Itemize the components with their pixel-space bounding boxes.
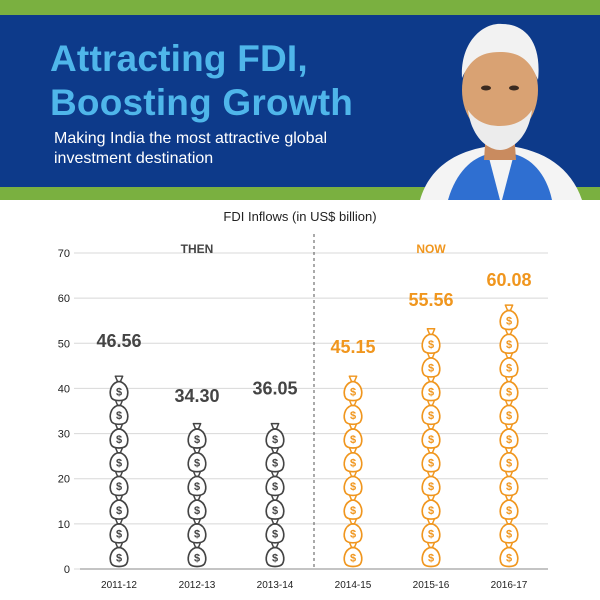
money-bag-icon <box>421 327 441 355</box>
money-bag-icon <box>421 541 441 568</box>
money-bag-icon <box>421 375 441 402</box>
money-bag-icon <box>265 517 285 544</box>
money-bag-icon <box>109 541 129 568</box>
x-tick-label: 2013-14 <box>257 580 294 591</box>
bar-2014-15 <box>343 363 363 568</box>
money-bag-icon <box>499 493 519 520</box>
money-bag-icon <box>187 541 207 568</box>
money-bag-icon <box>265 446 285 473</box>
money-bag-icon <box>265 493 285 520</box>
x-tick-label: 2016-17 <box>491 580 528 591</box>
money-bag-icon <box>109 375 129 402</box>
money-bag-icon <box>499 304 519 331</box>
chart-gridlines <box>74 252 548 570</box>
group-label: THEN <box>181 242 214 256</box>
money-bag-icon <box>187 446 207 473</box>
header-banner: Attracting FDI, Boosting Growth Making I… <box>0 0 600 200</box>
money-bag-icon <box>343 541 363 568</box>
money-bag-icon <box>499 422 519 449</box>
money-bag-icon <box>109 470 129 497</box>
y-tick-label: 0 <box>64 564 70 576</box>
x-tick-label: 2014-15 <box>335 580 372 591</box>
money-bag-icon <box>499 446 519 473</box>
money-bag-icon <box>343 517 363 544</box>
money-bag-icon <box>109 399 129 426</box>
money-bag-icon <box>265 404 285 426</box>
data-label: 55.56 <box>408 290 453 310</box>
money-bag-icon <box>343 493 363 520</box>
money-bag-icon <box>421 470 441 497</box>
money-bag-icon <box>187 422 207 449</box>
money-bag-icon <box>421 422 441 449</box>
y-tick-label: 60 <box>58 293 70 305</box>
portrait-illustration <box>420 23 582 200</box>
money-bag-icon <box>499 541 519 568</box>
data-label: 60.08 <box>486 270 531 290</box>
bar-2015-16 <box>421 316 441 568</box>
data-label: 46.56 <box>96 331 141 351</box>
money-bag-icon <box>421 517 441 544</box>
y-tick-label: 70 <box>58 248 70 260</box>
bar-2012-13 <box>187 412 207 568</box>
money-bag-icon <box>421 446 441 473</box>
headline-line-1: Attracting FDI, <box>50 38 308 79</box>
y-tick-label: 30 <box>58 429 70 441</box>
money-bag-icon <box>109 493 129 520</box>
money-bag-icon <box>187 470 207 497</box>
data-label: 34.30 <box>174 386 219 406</box>
money-bag-icon <box>499 517 519 544</box>
x-tick-label: 2015-16 <box>413 580 450 591</box>
x-tick-label: 2011-12 <box>101 580 137 591</box>
money-bag-icon <box>499 351 519 378</box>
money-bag-icon <box>499 375 519 402</box>
headline-subtitle: Making India the most attractive global … <box>54 130 328 167</box>
money-bag-icon <box>265 470 285 497</box>
money-bag-icon <box>265 422 285 449</box>
money-bag-icon <box>109 517 129 544</box>
data-label: 36.05 <box>252 378 297 398</box>
y-tick-label: 20 <box>58 474 70 486</box>
group-label: NOW <box>416 242 446 256</box>
money-bag-icon <box>109 446 129 473</box>
money-bag-icon <box>343 470 363 497</box>
chart-title: FDI Inflows (in US$ billion) <box>223 209 376 224</box>
money-bag-icon <box>343 422 363 449</box>
data-label: 45.15 <box>330 337 375 357</box>
bar-2011-12 <box>109 356 129 568</box>
bar-2013-14 <box>265 404 285 568</box>
money-bag-icon <box>187 517 207 544</box>
money-bag-icon <box>499 470 519 497</box>
money-bag-icon <box>109 422 129 449</box>
chart-labels: THEN NOW 46.56 34.30 36.05 45.15 55.56 60.08 <box>96 242 531 406</box>
headline-line-2: Boosting Growth <box>50 82 354 123</box>
money-bag-icon <box>421 399 441 426</box>
money-bag-icon <box>421 493 441 520</box>
chart-axes: 0 10 20 30 40 50 60 70 2011-12 2012-13 2013-14 2014… <box>58 234 548 591</box>
money-bag-icon <box>265 541 285 568</box>
y-tick-label: 10 <box>58 519 70 531</box>
x-tick-label: 2012-13 <box>179 580 216 591</box>
money-bag-icon <box>499 327 519 355</box>
money-bag-icon <box>343 375 363 402</box>
money-bag-icon <box>187 493 207 520</box>
money-bag-icon <box>343 446 363 473</box>
fdi-inflows-chart: $ FDI Inflows (in US$ billion) 010203040… <box>58 209 548 591</box>
y-tick-label: 40 <box>58 383 70 395</box>
y-tick-label: 50 <box>58 338 70 350</box>
money-bag-icon <box>421 351 441 378</box>
money-bag-icon <box>343 399 363 426</box>
money-bag-icon <box>499 399 519 426</box>
money-bag-icon <box>109 356 129 378</box>
